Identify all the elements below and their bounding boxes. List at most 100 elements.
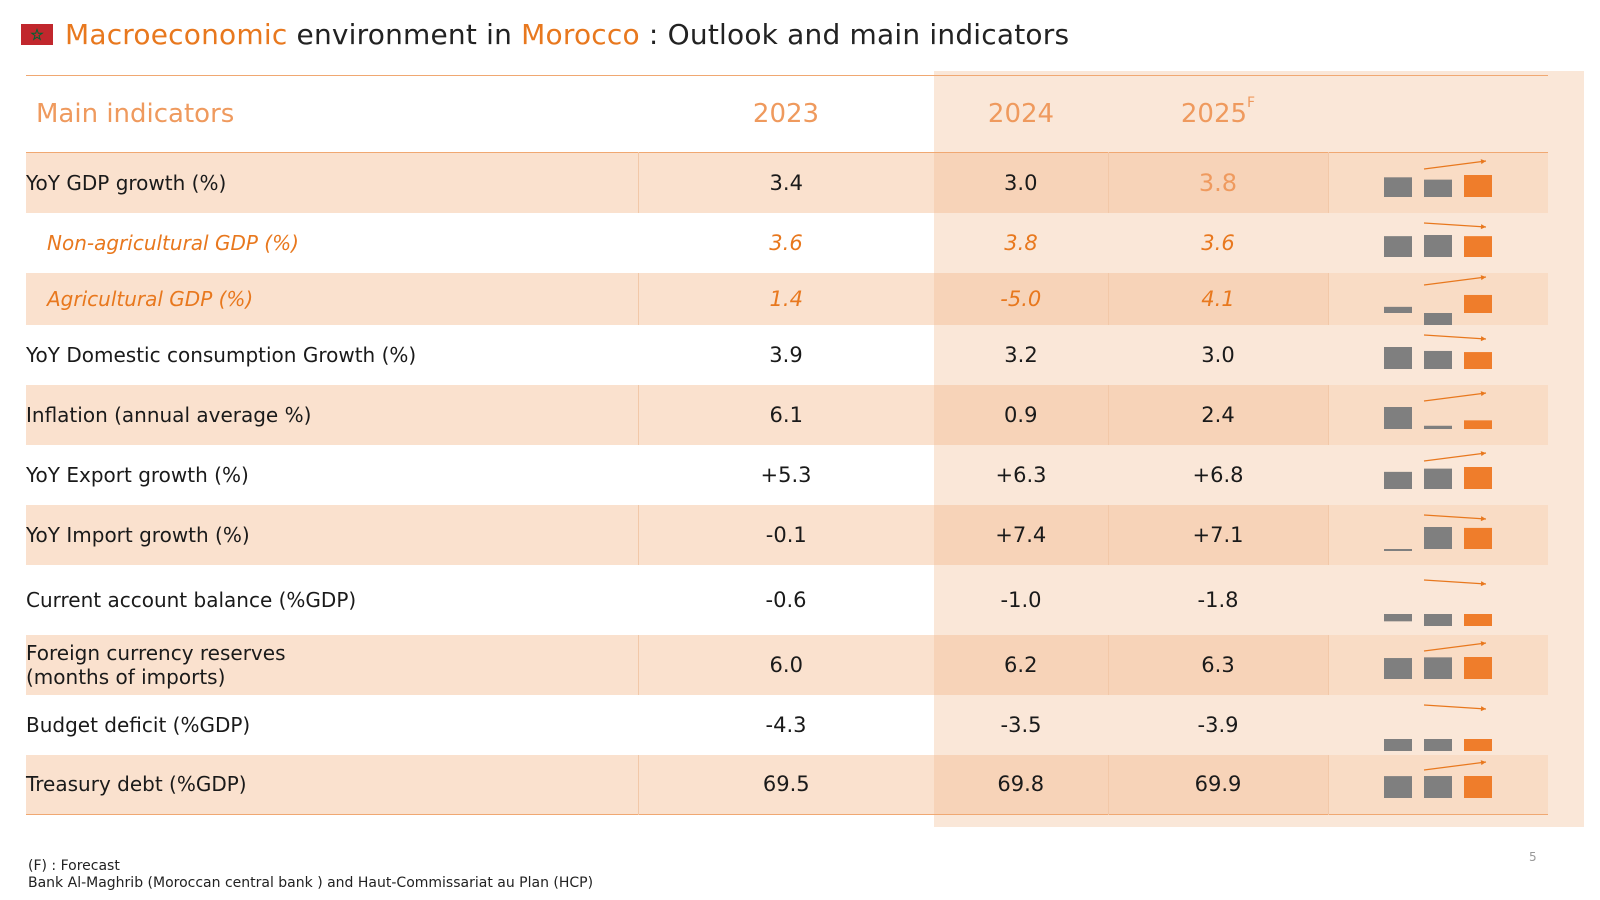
value-2024: 6.2 <box>934 634 1109 695</box>
table-row-agricultural-gdp: Agricultural GDP (%) 1.4 -5.0 4.1 <box>26 272 1548 325</box>
trend-bar <box>1424 312 1453 325</box>
trend-arrow-line <box>1424 761 1487 771</box>
value-2025: 6.3 <box>1108 634 1329 695</box>
row-label: Non-agricultural GDP (%) <box>47 230 299 255</box>
trend-bars <box>1384 450 1492 489</box>
trend-arrow-head <box>1480 760 1487 766</box>
title-plain-1: environment in <box>287 17 522 51</box>
value-2023: -0.1 <box>638 504 934 565</box>
trend-bar-forecast <box>1464 351 1492 369</box>
table-row-budget-deficit: Budget deficit (%GDP) -4.3 -3.5 -3.9 <box>26 695 1548 755</box>
trend-chart <box>1328 272 1548 325</box>
trend-arrow-line <box>1423 578 1487 585</box>
trend-arrow-line <box>1424 391 1487 402</box>
trend-bar <box>1424 234 1452 257</box>
trend-arrow-head <box>1480 390 1487 396</box>
trend-bar-forecast <box>1464 294 1493 313</box>
trend-chart <box>1328 695 1548 755</box>
table-row-export-growth: YoY Export growth (%) +5.3 +6.3 +6.8 <box>26 445 1548 505</box>
trend-bars <box>1384 274 1493 325</box>
trend-bars <box>1384 221 1492 257</box>
trend-arrow-line <box>1424 513 1487 520</box>
value-2025: -3.9 <box>1197 712 1239 737</box>
trend-bar <box>1384 306 1413 313</box>
page-number: 5 <box>1529 850 1537 864</box>
footer-notes: (F) : Forecast Bank Al-Maghrib (Moroccan… <box>28 858 593 892</box>
row-label: Budget deficit (%GDP) <box>26 712 251 737</box>
trend-bar <box>1424 656 1453 679</box>
trend-bars <box>1384 703 1492 751</box>
trend-arrow-line <box>1423 333 1487 340</box>
value-2025: 3.8 <box>1108 152 1329 213</box>
table-row-fx-reserves: Foreign currency reserves (months of impo… <box>26 634 1548 695</box>
trend-bars <box>1384 760 1493 799</box>
value-2025: +6.8 <box>1192 462 1244 487</box>
value-2024: 3.2 <box>1004 342 1038 367</box>
row-label: YoY Import growth (%) <box>26 504 639 565</box>
value-2025: +7.1 <box>1108 504 1329 565</box>
trend-chart <box>1328 565 1548 635</box>
forecast-marker: F <box>1247 95 1256 111</box>
title-text: Macroeconomic environment in Morocco : O… <box>65 18 1069 51</box>
trend-arrow-head <box>1480 274 1487 280</box>
title-highlight-country: Morocco <box>521 17 640 51</box>
row-label: Inflation (annual average %) <box>26 384 639 445</box>
trend-bar-forecast <box>1464 466 1492 489</box>
row-label: Foreign currency reserves (months of impo… <box>26 634 639 695</box>
row-label: YoY Export growth (%) <box>26 462 249 487</box>
trend-chart <box>1328 754 1548 815</box>
header-label: Main indicators <box>36 99 235 129</box>
value-2023: -4.3 <box>765 712 807 737</box>
value-2024: +7.4 <box>934 504 1109 565</box>
trend-bar <box>1384 776 1413 799</box>
morocco-flag-icon <box>21 23 53 45</box>
trend-bar-forecast <box>1464 656 1493 679</box>
trend-arrow-head <box>1480 640 1487 646</box>
trend-bar <box>1384 346 1412 369</box>
trend-bar <box>1424 425 1453 429</box>
table-row-treasury-debt: Treasury debt (%GDP) 69.5 69.8 69.9 <box>26 754 1548 815</box>
trend-arrow-line <box>1424 641 1487 652</box>
trend-chart <box>1328 325 1548 385</box>
trend-arrow-line <box>1424 160 1487 170</box>
row-label: Agricultural GDP (%) <box>26 272 639 325</box>
value-2023: 3.9 <box>769 342 803 367</box>
header-2024: 2024 <box>987 99 1055 129</box>
value-2024: 0.9 <box>934 384 1109 445</box>
trend-bar-forecast <box>1464 613 1492 626</box>
value-2025: -1.8 <box>1197 587 1239 612</box>
trend-bars <box>1384 640 1493 679</box>
value-2024: -3.5 <box>1000 712 1042 737</box>
value-2023: +5.3 <box>760 462 812 487</box>
row-label-line-2: (months of imports) <box>26 664 226 689</box>
trend-bar <box>1424 179 1453 197</box>
row-label: YoY GDP growth (%) <box>26 152 639 213</box>
trend-arrow-head <box>1480 580 1486 586</box>
trend-arrow-head <box>1481 515 1487 521</box>
value-2023: 6.1 <box>638 384 934 445</box>
trend-bar <box>1384 406 1413 429</box>
trend-chart <box>1328 213 1548 273</box>
indicators-table: Main indicators 2023 2024 2025F YoY GDP … <box>26 75 1548 815</box>
value-2024: -5.0 <box>934 272 1109 325</box>
trend-arrow-line <box>1423 703 1487 710</box>
trend-bar <box>1384 613 1412 621</box>
header-2025-year: 2025 <box>1180 99 1248 129</box>
trend-bar <box>1384 177 1413 197</box>
row-label: Treasury debt (%GDP) <box>26 754 639 815</box>
trend-bar-forecast <box>1464 776 1493 799</box>
value-2025: 2.4 <box>1108 384 1329 445</box>
trend-chart <box>1328 445 1548 505</box>
trend-bar <box>1424 468 1452 489</box>
trend-arrow-head <box>1480 223 1486 229</box>
title-highlight-macro: Macroeconomic <box>65 17 288 51</box>
trend-arrow-line <box>1423 451 1487 462</box>
header-row: Main indicators 2023 2024 2025F <box>26 75 1548 153</box>
value-2023: 3.4 <box>638 152 934 213</box>
trend-arrow-head <box>1480 158 1487 164</box>
trend-bar <box>1424 350 1452 369</box>
trend-bars <box>1384 333 1492 369</box>
value-2024: +6.3 <box>995 462 1047 487</box>
table-row-non-agricultural-gdp: Non-agricultural GDP (%) 3.6 3.8 3.6 <box>26 213 1548 273</box>
row-label: Current account balance (%GDP) <box>26 587 357 612</box>
